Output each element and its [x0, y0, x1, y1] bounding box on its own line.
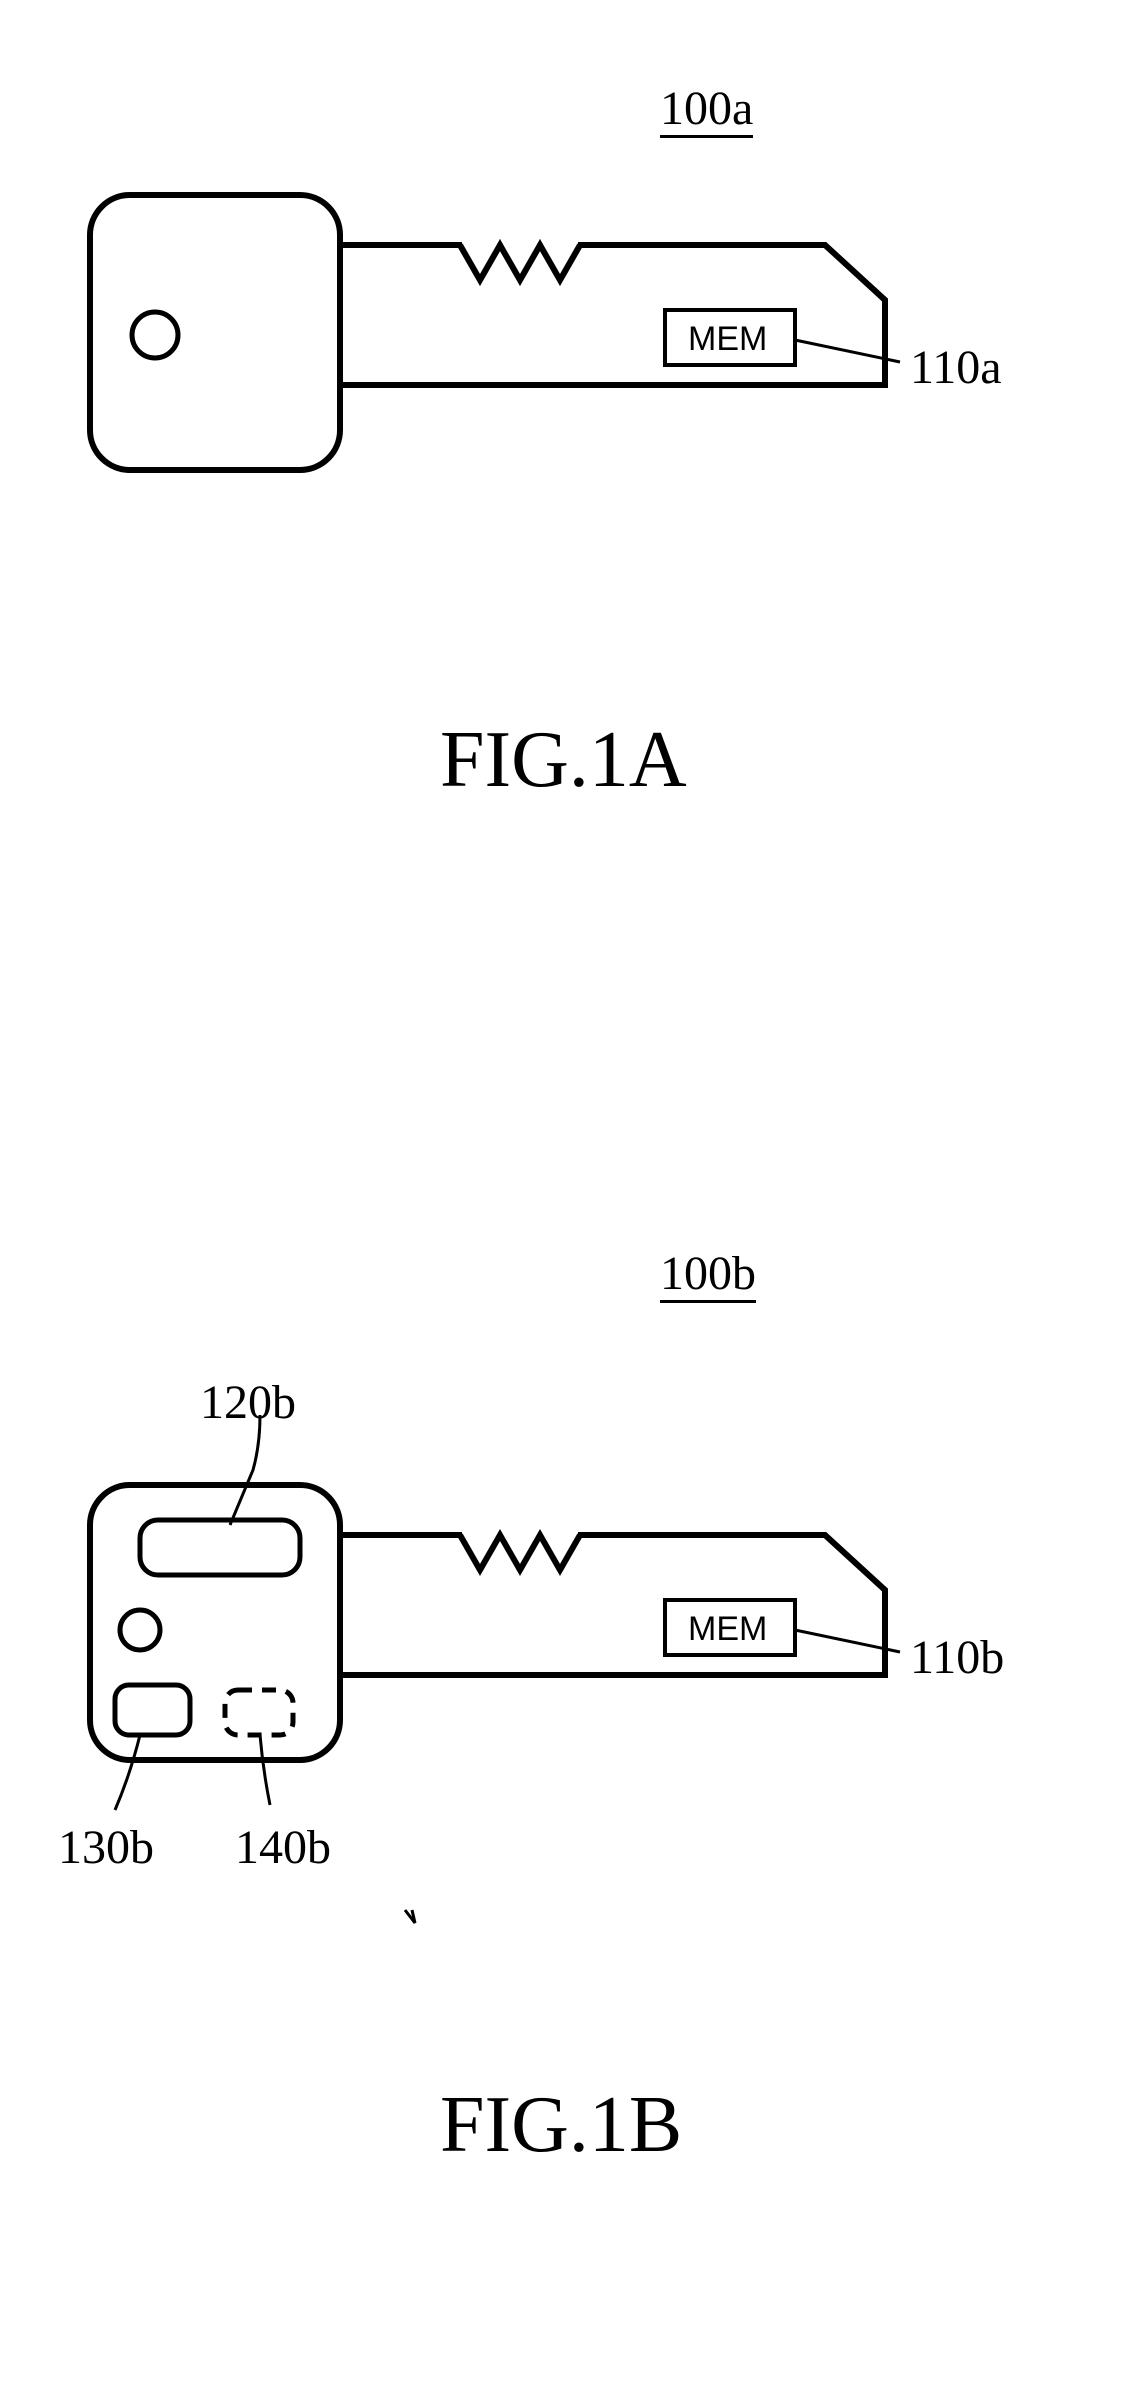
- fig-b-callout-btn-right: 140b: [235, 1820, 331, 1875]
- fig-b-mem-text: MEM: [688, 1610, 767, 1649]
- fig-a-ref-overall: 100a: [660, 85, 753, 138]
- fig-a-mem-text: MEM: [688, 320, 767, 359]
- fig-b-caret-mark: [400, 1905, 430, 1930]
- fig-a-key-drawing: [85, 190, 915, 490]
- fig-b-ref-overall: 100b: [660, 1250, 756, 1303]
- fig-a-caption: FIG.1A: [440, 715, 687, 806]
- fig-b-callout-mem: 110b: [910, 1630, 1004, 1685]
- fig-b-caption: FIG.1B: [440, 2080, 682, 2171]
- fig-b-callout-btn-left: 130b: [58, 1820, 154, 1875]
- fig-b-key-drawing: [85, 1415, 915, 1845]
- fig-a-callout-mem: 110a: [910, 340, 1002, 395]
